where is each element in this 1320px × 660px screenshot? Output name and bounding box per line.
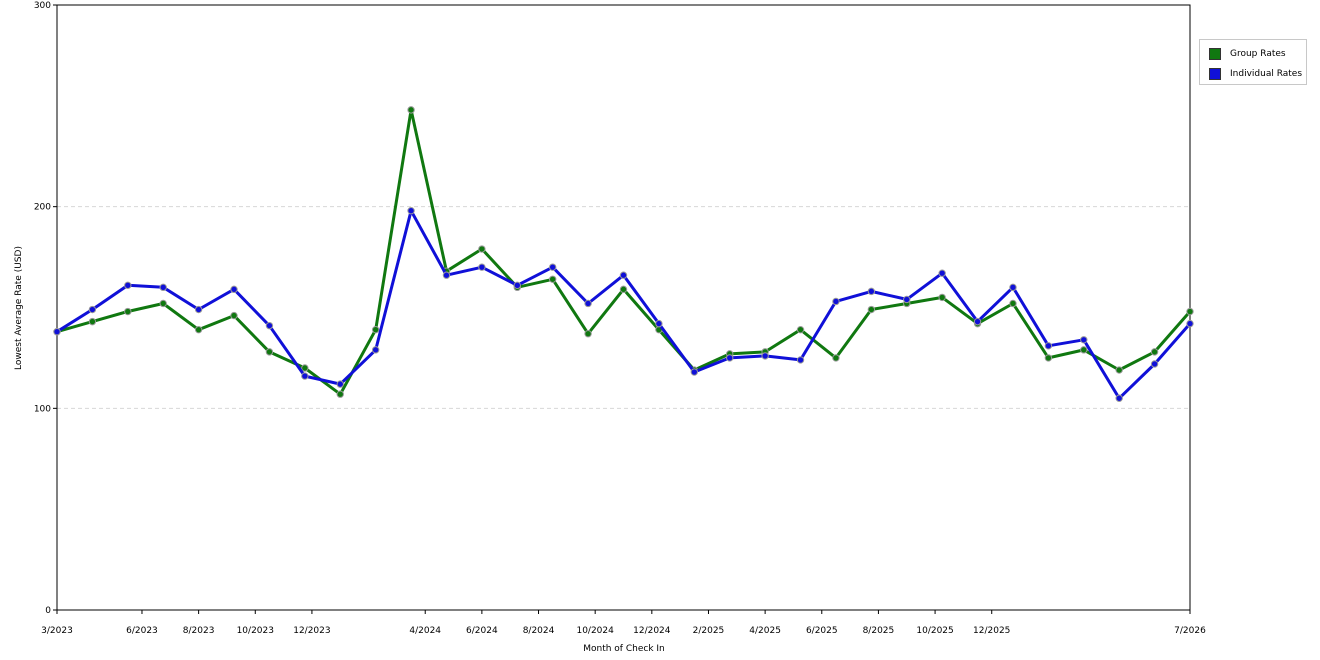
data-point xyxy=(761,352,769,360)
data-point xyxy=(1115,394,1123,402)
data-point xyxy=(88,317,97,326)
legend-label-group-rates: Group Rates xyxy=(1230,49,1286,59)
data-point xyxy=(230,285,238,294)
data-point xyxy=(796,356,805,364)
data-point xyxy=(442,271,451,279)
data-point xyxy=(159,299,167,308)
data-point xyxy=(973,317,982,326)
legend-swatch-group-rates xyxy=(1209,48,1221,60)
data-point xyxy=(407,207,415,215)
data-point xyxy=(1150,360,1159,368)
data-point xyxy=(584,299,592,308)
data-point xyxy=(124,307,132,316)
x-tick-label: 3/2023 xyxy=(41,626,73,636)
y-tick-label: 200 xyxy=(34,203,51,213)
x-tick-label: 8/2024 xyxy=(523,626,555,636)
x-tick-label: 8/2025 xyxy=(863,626,895,636)
y-axis-label: Lowest Average Rate (USD) xyxy=(14,246,24,370)
data-point xyxy=(938,269,946,277)
legend-label-individual-rates: Individual Rates xyxy=(1230,69,1303,79)
data-point xyxy=(1080,346,1088,354)
data-point xyxy=(265,321,274,330)
data-point xyxy=(407,106,415,114)
x-tick-label: 10/2025 xyxy=(916,626,953,636)
x-tick-label: 12/2025 xyxy=(973,626,1010,636)
data-point xyxy=(478,263,486,271)
data-point xyxy=(513,281,521,290)
x-tick-label: 2/2025 xyxy=(693,626,725,636)
data-point xyxy=(1150,348,1159,356)
data-point xyxy=(265,348,274,356)
data-point xyxy=(938,293,946,302)
data-point xyxy=(690,368,699,376)
data-point xyxy=(619,285,628,294)
data-point xyxy=(655,319,663,328)
data-point xyxy=(1115,366,1123,374)
data-point xyxy=(548,275,557,283)
y-tick-label: 300 xyxy=(34,1,51,11)
x-tick-label: 6/2024 xyxy=(466,626,498,636)
series-line xyxy=(56,108,1192,396)
y-tick-label: 100 xyxy=(34,404,51,414)
data-point xyxy=(301,364,309,372)
data-point xyxy=(1009,299,1017,308)
data-point xyxy=(478,245,486,253)
legend-item-individual-rates: Individual Rates xyxy=(1209,67,1302,81)
data-point xyxy=(1044,354,1053,362)
data-point xyxy=(1009,283,1017,292)
data-point xyxy=(336,390,344,398)
data-point xyxy=(230,311,238,320)
x-tick-label: 12/2023 xyxy=(293,626,330,636)
data-point xyxy=(584,330,592,338)
data-point xyxy=(124,281,132,290)
data-point xyxy=(1080,336,1088,344)
legend-swatch-individual-rates xyxy=(1209,68,1221,80)
data-point xyxy=(832,354,840,362)
legend-item-group-rates: Group Rates xyxy=(1209,47,1286,61)
data-point xyxy=(619,271,628,279)
gridlines xyxy=(57,206,1190,409)
x-tick-label: 12/2024 xyxy=(633,626,671,636)
data-point xyxy=(371,346,380,354)
data-point xyxy=(159,283,167,292)
x-tick-label: 4/2025 xyxy=(749,626,781,636)
plot-frame xyxy=(56,4,1191,611)
data-point xyxy=(726,354,734,362)
data-point xyxy=(832,297,840,306)
tick-labels: 0 100 200 300 3/2023 6/2023 8/2023 10/2023 12/20… xyxy=(34,1,1206,636)
data-point xyxy=(301,372,309,380)
data-point xyxy=(194,325,203,334)
data-point xyxy=(1044,342,1053,350)
data-point xyxy=(53,328,61,336)
data-point xyxy=(371,325,380,334)
series-line xyxy=(56,209,1192,400)
x-tick-label: 6/2025 xyxy=(806,626,838,636)
data-point xyxy=(903,295,911,304)
y-tick-label: 0 xyxy=(45,606,51,616)
axes xyxy=(53,4,1191,614)
data-point xyxy=(1186,307,1194,316)
x-tick-label: 4/2024 xyxy=(409,626,441,636)
series-layer xyxy=(53,106,1194,402)
data-point xyxy=(867,305,876,314)
data-point xyxy=(88,305,97,314)
data-point xyxy=(796,325,805,334)
data-point xyxy=(194,305,203,314)
series-group-rates xyxy=(53,106,1194,398)
x-tick-label: 10/2023 xyxy=(237,626,274,636)
x-axis-label: Month of Check In xyxy=(583,644,665,654)
data-point xyxy=(336,380,344,388)
data-point xyxy=(1186,319,1194,328)
chart-legend: Group Rates Individual Rates xyxy=(1199,39,1307,85)
x-tick-label: 6/2023 xyxy=(126,626,158,636)
series-individual-rates xyxy=(53,207,1194,402)
data-point xyxy=(548,263,557,271)
x-tick-label: 10/2024 xyxy=(576,626,614,636)
x-tick-label: 8/2023 xyxy=(183,626,215,636)
x-tick-label: 7/2026 xyxy=(1174,626,1206,636)
data-point xyxy=(867,287,876,296)
